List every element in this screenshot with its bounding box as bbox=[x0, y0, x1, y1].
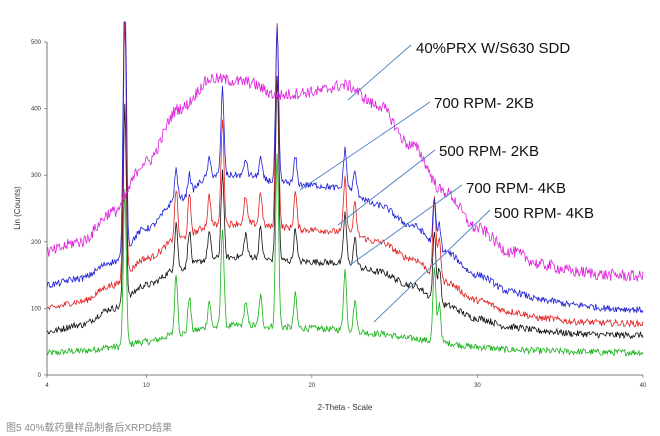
x-axis-title: 2-Theta - Scale bbox=[318, 403, 373, 412]
x-tick-label: 30 bbox=[474, 383, 481, 389]
y-axis-title: Lin (Counts) bbox=[13, 186, 22, 230]
series-line-4 bbox=[46, 75, 644, 340]
annotation-leader-4 bbox=[349, 184, 463, 266]
y-tick-label: 0 bbox=[38, 373, 42, 379]
y-tick-label: 100 bbox=[31, 306, 42, 312]
series-layer bbox=[46, 21, 644, 357]
series-line-1 bbox=[46, 72, 644, 282]
annotation-leader-5 bbox=[373, 209, 491, 323]
x-tick-label: 40 bbox=[640, 383, 647, 389]
series-line-2 bbox=[46, 21, 644, 314]
annotation-leader-2 bbox=[299, 101, 431, 191]
annotation-leader-1 bbox=[347, 44, 412, 101]
series-line-3 bbox=[46, 21, 644, 328]
annotation-label-3: 500 RPM- 2KB bbox=[439, 143, 539, 160]
x-tick-label: 10 bbox=[143, 383, 150, 389]
y-tick-label: 300 bbox=[31, 173, 42, 179]
annotation-label-2: 700 RPM- 2KB bbox=[434, 95, 534, 112]
x-tick-label: 4 bbox=[45, 383, 49, 389]
y-tick-label: 500 bbox=[31, 40, 42, 46]
annotation-layer: 40%PRX W/S630 SDD 700 RPM- 2KB 500 RPM- 2K… bbox=[299, 40, 594, 323]
figure-caption: 图5 40%载药量样品制备后XRPD结果 bbox=[6, 423, 173, 434]
y-tick-label: 400 bbox=[31, 107, 42, 113]
y-tick-label: 200 bbox=[31, 240, 42, 246]
annotation-leader-3 bbox=[337, 149, 436, 226]
x-ticks: 4 10 20 30 40 bbox=[45, 375, 647, 389]
series-line-5 bbox=[46, 153, 644, 357]
y-ticks: 0 100 200 300 400 500 bbox=[31, 40, 47, 379]
annotation-label-5: 500 RPM- 4KB bbox=[494, 205, 594, 222]
annotation-label-4: 700 RPM- 4KB bbox=[466, 180, 566, 197]
annotation-label-1: 40%PRX W/S630 SDD bbox=[416, 40, 570, 57]
x-tick-label: 20 bbox=[309, 383, 316, 389]
